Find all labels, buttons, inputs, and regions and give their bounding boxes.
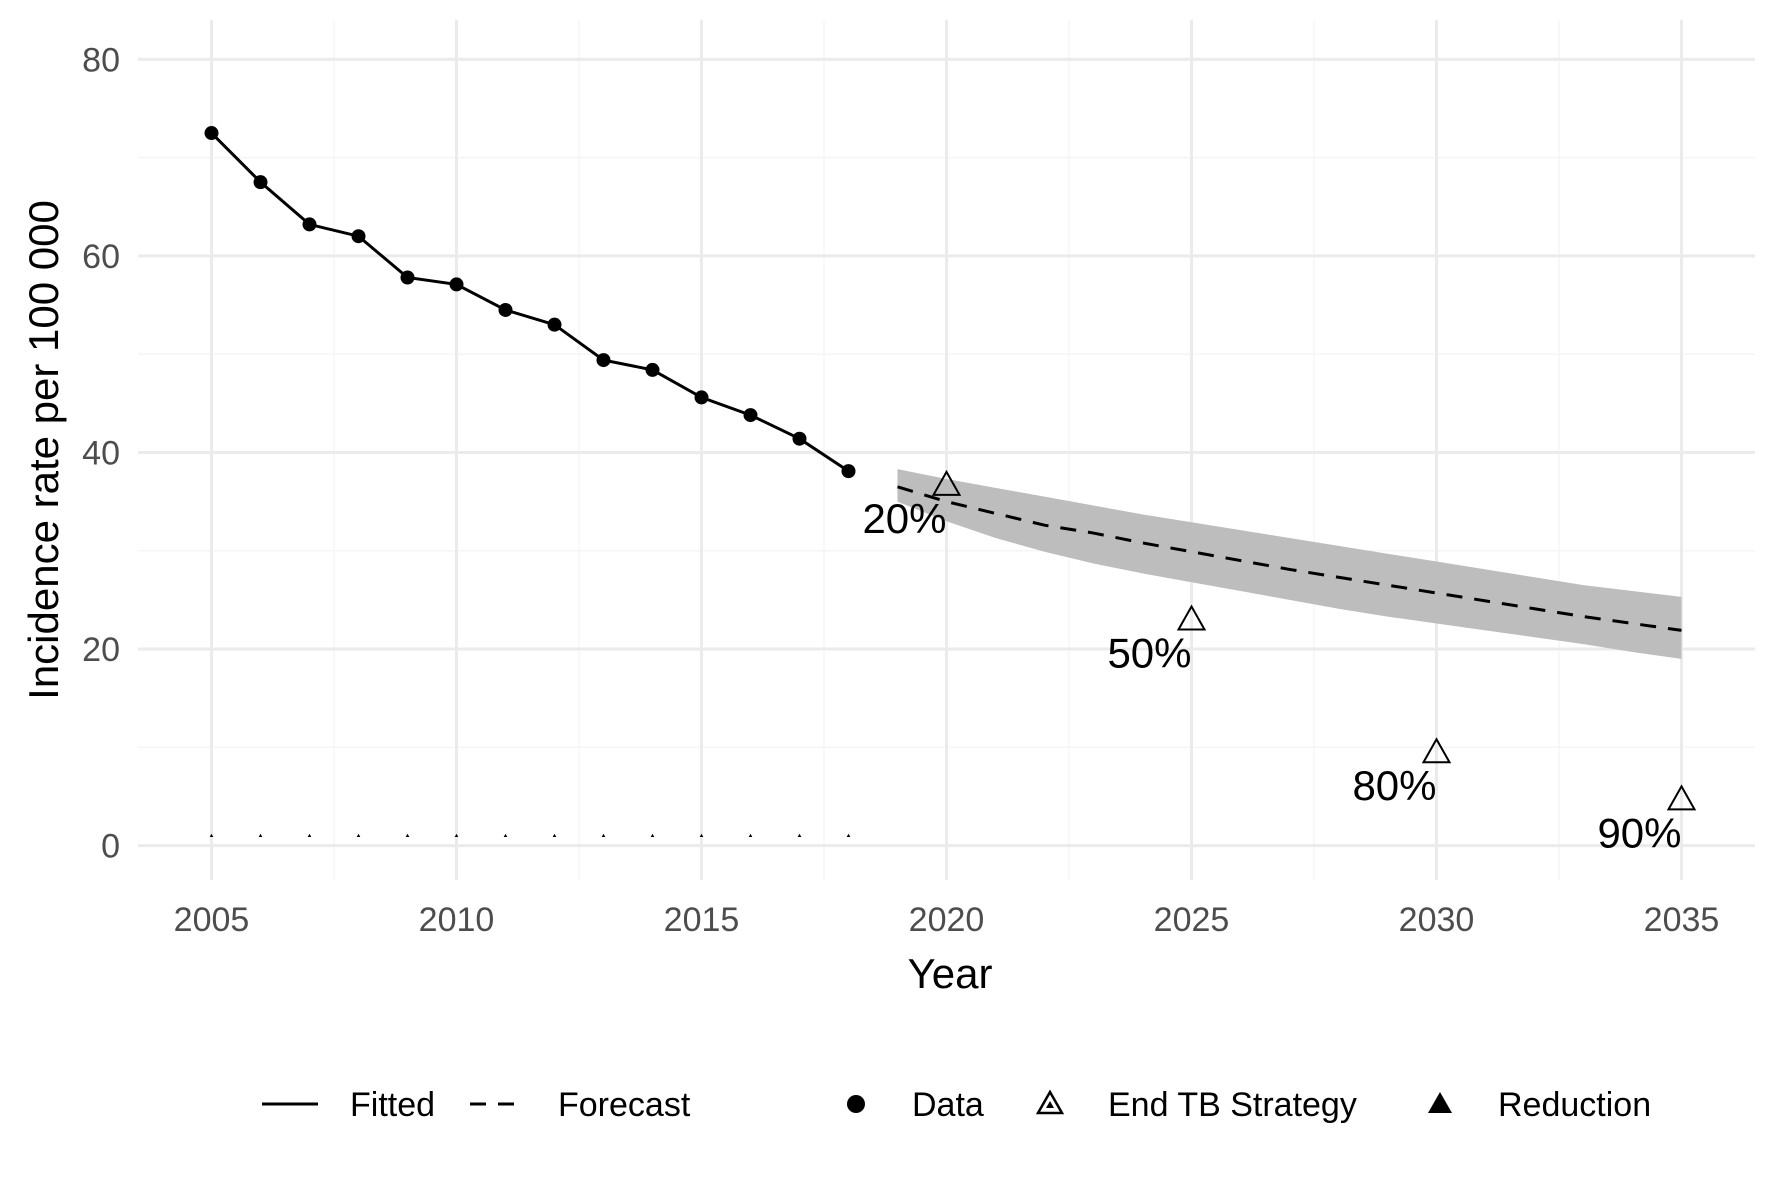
- data-point: [645, 362, 660, 377]
- legend-label: Forecast: [558, 1086, 691, 1124]
- legend-label: End TB Strategy: [1108, 1086, 1357, 1124]
- y-tick-label: 60: [82, 238, 120, 276]
- legend-key-end-tb: [1035, 1089, 1065, 1115]
- forecast-interval-band: [897, 469, 1682, 659]
- end-tb-target-marker: [1176, 604, 1207, 631]
- reduction-marker: [748, 833, 753, 837]
- y-tick-label: 40: [82, 434, 120, 472]
- reduction-marker: [503, 833, 508, 837]
- forecast-line: [897, 485, 1682, 632]
- reduction-marker: [797, 833, 802, 837]
- x-tick-label: 2005: [174, 901, 250, 939]
- data-point: [351, 229, 366, 244]
- reduction-marker: [454, 833, 459, 837]
- x-axis-title: Year: [908, 950, 993, 997]
- end-tb-target-marker: [1421, 737, 1452, 764]
- data-point: [841, 464, 856, 479]
- series-lines: [210, 131, 1682, 632]
- forecast-band: [897, 469, 1682, 659]
- x-tick-label: 2030: [1399, 901, 1475, 939]
- reduction-marker: [601, 833, 606, 837]
- end-tb-target-marker: [931, 469, 962, 496]
- data-point: [743, 408, 758, 423]
- data-point: [302, 217, 317, 232]
- y-tick-label: 80: [82, 41, 120, 79]
- reduction-marker: [552, 833, 557, 837]
- y-axis-title: Incidence rate per 100 000: [20, 200, 67, 700]
- target-label: 90%: [1597, 809, 1681, 856]
- target-label: 20%: [862, 495, 946, 542]
- legend-label: Reduction: [1498, 1086, 1651, 1124]
- data-point: [204, 126, 219, 141]
- x-tick-label: 2020: [909, 901, 985, 939]
- target-annotations: 20% 50% 80% 90%: [862, 495, 1681, 857]
- x-axis-ticks: 2005 2010 2015 2020 2025 2030 2035: [174, 901, 1720, 939]
- reduction-marker: [209, 833, 214, 837]
- data-point: [498, 302, 513, 317]
- x-tick-label: 2035: [1644, 901, 1720, 939]
- y-tick-label: 0: [101, 828, 120, 866]
- reduction-marker: [258, 833, 263, 837]
- data-point: [792, 431, 807, 446]
- legend-key-reduction: [1428, 1092, 1452, 1113]
- data-point: [449, 277, 464, 292]
- x-tick-label: 2010: [419, 901, 495, 939]
- data-point: [547, 317, 562, 332]
- legend-label: Fitted: [350, 1086, 435, 1124]
- end-tb-target-marker: [1666, 784, 1697, 811]
- legend-key-data: [847, 1095, 865, 1113]
- legend-key-end-tb-inner: [1046, 1101, 1054, 1108]
- y-axis-ticks: 0 20 40 60 80: [82, 41, 120, 865]
- data-point: [596, 353, 611, 368]
- reduction-marker: [307, 833, 312, 837]
- data-point: [694, 390, 709, 405]
- major-gridlines: [138, 20, 1755, 880]
- target-label: 80%: [1352, 762, 1436, 809]
- reduction-marker: [650, 833, 655, 837]
- reduction-marker: [356, 833, 361, 837]
- data-point: [253, 175, 268, 190]
- x-tick-label: 2025: [1154, 901, 1230, 939]
- data-point: [400, 270, 415, 285]
- reduction-marker: [846, 833, 851, 837]
- y-tick-label: 20: [82, 631, 120, 669]
- legend-label: Data: [912, 1086, 984, 1124]
- reduction-marker: [699, 833, 704, 837]
- fitted-line: [210, 131, 850, 473]
- legend: Fitted Forecast Data End TB Strategy Reducti…: [262, 1086, 1651, 1124]
- reduction-marker: [405, 833, 410, 837]
- x-tick-label: 2015: [664, 901, 740, 939]
- series-points: [204, 126, 1697, 837]
- target-label: 50%: [1107, 630, 1191, 677]
